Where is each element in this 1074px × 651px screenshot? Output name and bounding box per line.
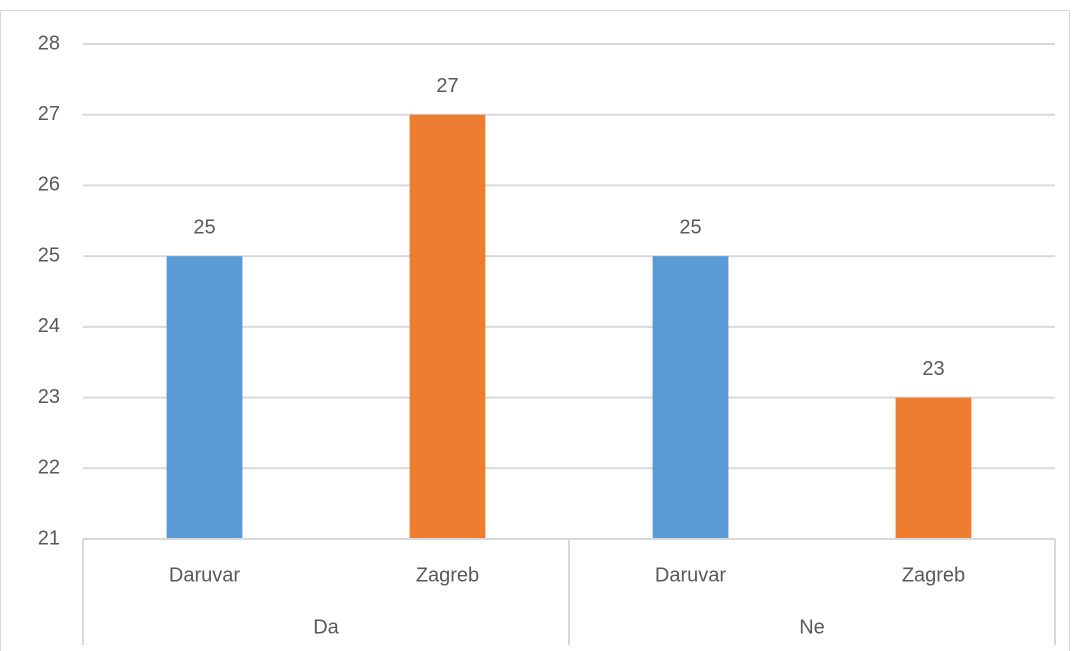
bar: [409, 114, 486, 539]
y-tick-label: 26: [38, 174, 60, 196]
bar: [166, 256, 243, 539]
chart-border: [0, 10, 1070, 651]
bar: [895, 397, 972, 539]
y-tick-label: 25: [38, 244, 60, 266]
x-tick-label: Daruvar: [655, 564, 726, 586]
y-tick-label: 28: [38, 32, 60, 54]
data-label: 23: [922, 358, 944, 380]
y-tick-label: 24: [38, 315, 60, 337]
x-tick-label: Zagreb: [416, 564, 479, 586]
x-tick-label: Daruvar: [169, 564, 240, 586]
y-tick-label: 27: [38, 103, 60, 125]
bar: [652, 256, 729, 539]
y-tick-label: 21: [38, 527, 60, 549]
y-tick-label: 22: [38, 457, 60, 479]
y-tick-label: 23: [38, 386, 60, 408]
data-label: 27: [436, 75, 458, 97]
data-label: 25: [193, 216, 215, 238]
group-label: Da: [313, 616, 339, 638]
data-label: 25: [679, 216, 701, 238]
x-tick-label: Zagreb: [902, 564, 965, 586]
group-label: Ne: [799, 616, 825, 638]
